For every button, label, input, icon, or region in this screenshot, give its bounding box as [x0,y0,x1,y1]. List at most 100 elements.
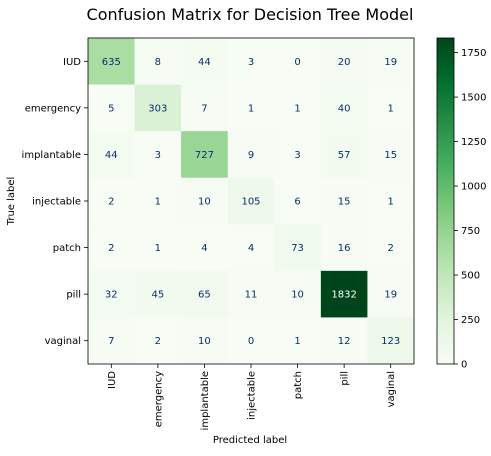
heatmap-cell [88,317,135,365]
heatmap-cell [320,317,368,365]
heatmap-cell [181,131,229,179]
heatmap-cell [320,38,368,85]
heatmap-cell [274,84,322,132]
heatmap-cell [134,84,182,132]
heatmap-cell [367,317,415,365]
cell-value-label: 1 [294,336,300,347]
cell-value-label: 1 [248,103,254,114]
heatmap-cell [320,270,368,318]
x-tick-label: injectable [246,371,257,420]
heatmap-cell [134,38,182,85]
heatmap-cell [88,270,135,318]
heatmap-cell [274,317,322,365]
y-tick-label: emergency [25,103,81,114]
heatmap-cell [181,177,229,225]
colorbar-tick-label: 0 [461,360,467,371]
x-axis: IUD emergency implantable injectable patch pi… [107,363,397,430]
cell-value-label: 727 [195,150,214,161]
chart-title: Confusion Matrix for Decision Tree Model [87,5,414,24]
y-tick-label: pill [66,290,81,301]
cell-value-label: 1832 [331,290,356,301]
heatmap-cell [367,177,415,225]
cell-value-label: 635 [102,57,121,68]
heatmap-cell [320,131,368,179]
x-tick-label: pill [340,371,351,386]
y-tick-label: implantable [22,150,81,161]
heatmap-cell [274,38,322,85]
colorbar [436,37,455,365]
cell-value-label: 65 [198,290,211,301]
cell-value-label: 32 [105,290,118,301]
cell-value-label: 123 [381,336,400,347]
colorbar-tick-label: 750 [461,226,480,237]
cell-value-label: 20 [338,57,351,68]
cell-value-label: 4 [201,243,207,254]
cell-value-label: 3 [248,57,254,68]
colorbar-ticks: 0 250 500 750 1000 1250 1500 1750 [454,48,486,371]
colorbar-tick-label: 500 [461,271,480,282]
cell-value-label: 73 [291,243,304,254]
heatmap-cell [134,270,182,318]
cell-value-label: 19 [384,57,397,68]
colorbar-tick-label: 1250 [461,137,486,148]
cell-value-label: 2 [108,243,114,254]
heatmap-cell [274,131,322,179]
cell-value-label: 2 [108,197,114,208]
cell-value-label: 1 [388,103,394,114]
heatmap-cell [227,317,275,365]
heatmap-cell [134,131,182,179]
heatmap-cell [274,177,322,225]
heatmap-cell [88,84,135,132]
heatmap-cell [227,224,275,272]
cell-value-label: 57 [338,150,351,161]
cell-value-label: 2 [155,336,161,347]
heatmap-cell [88,224,135,272]
cell-value-label: 45 [151,290,164,301]
heatmap-cell [181,224,229,272]
x-axis-label: Predicted label [213,435,287,446]
colorbar-tick-label: 1750 [461,48,486,59]
heatmap-cell [367,224,415,272]
colorbar-tick-label: 250 [461,315,480,326]
cell-value-label: 4 [248,243,254,254]
heatmap-cell [367,84,415,132]
heatmap-cell [134,317,182,365]
cell-value-label: 5 [108,103,114,114]
x-tick-label: vaginal [386,371,397,407]
y-tick-label: patch [53,243,81,254]
heatmap-cell [88,38,135,85]
cell-value-label: 3 [294,150,300,161]
heatmap-cell [88,131,135,179]
x-tick-label: implantable [200,371,211,430]
cell-value-label: 10 [198,197,211,208]
cell-value-label: 40 [338,103,351,114]
heatmap-cell [320,84,368,132]
colorbar-tick-label: 1500 [461,93,486,104]
cell-value-label: 1 [294,103,300,114]
cell-value-label: 11 [245,290,258,301]
y-tick-label: IUD [63,57,81,68]
heatmap-cell [181,270,229,318]
heatmap-cell [367,131,415,179]
heatmap-cell [320,224,368,272]
cell-value-label: 1 [155,243,161,254]
cell-value-label: 10 [291,290,304,301]
x-tick-label: emergency [153,371,164,427]
y-tick-label: vaginal [45,336,81,347]
heatmap-cell [227,38,275,85]
cell-value-label: 8 [155,57,161,68]
heatmap-cell [320,177,368,225]
cell-value-label: 6 [294,197,300,208]
cell-labels: 635 8 44 3 0 20 195 303 7 1 1 40 144 3 727 9 3 57 152 1 10 10… [102,57,401,347]
heatmap-cell [367,38,415,85]
cell-value-label: 9 [248,150,254,161]
cell-value-label: 15 [338,197,351,208]
cell-value-label: 1 [388,197,394,208]
cell-value-label: 44 [105,150,118,161]
heatmap-cell [227,84,275,132]
colorbar-tick-label: 1000 [461,182,486,193]
heatmap-cell [181,317,229,365]
cell-value-label: 19 [384,290,397,301]
heatmap-cell [274,224,322,272]
